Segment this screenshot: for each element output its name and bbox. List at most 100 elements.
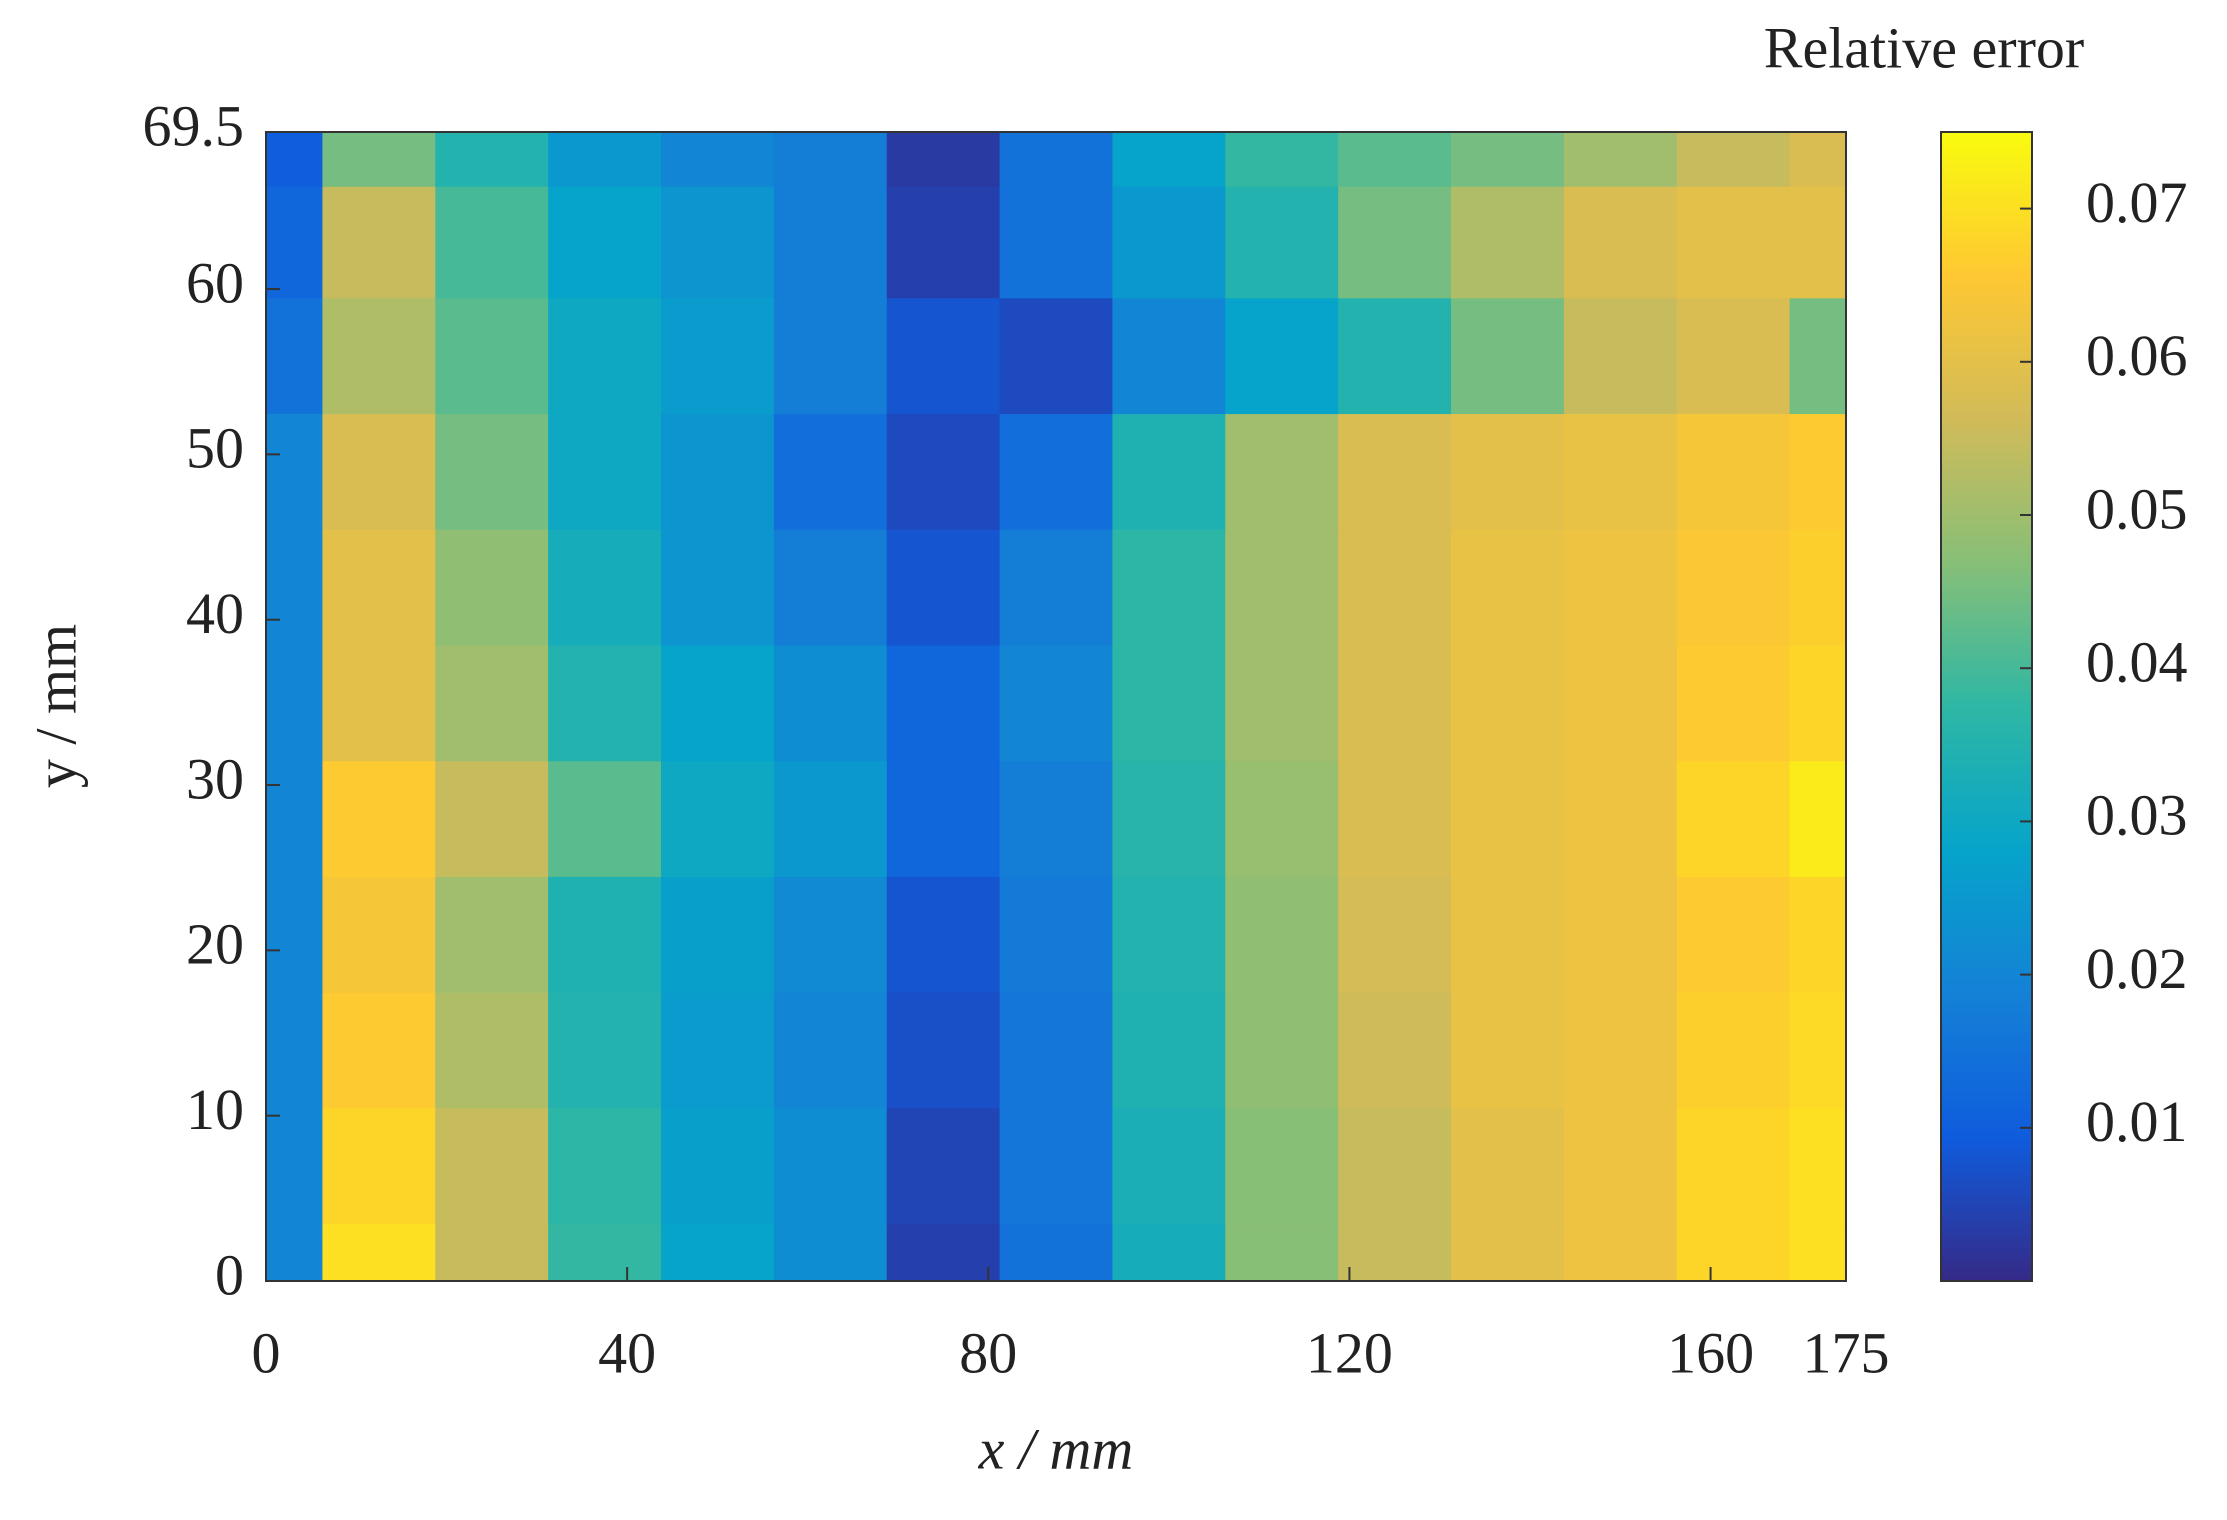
contour-cell bbox=[435, 132, 550, 187]
contour-cell bbox=[1225, 413, 1340, 530]
contour-cell bbox=[1789, 1107, 1846, 1225]
contour-cell bbox=[1563, 185, 1678, 299]
contour-cell bbox=[1451, 132, 1565, 187]
contour-cell bbox=[1451, 991, 1565, 1109]
contour-cell bbox=[773, 528, 888, 646]
contour-cell bbox=[1563, 875, 1678, 993]
contour-cell bbox=[1338, 875, 1452, 993]
contour-cell bbox=[1338, 1107, 1452, 1225]
contour-cell bbox=[999, 132, 1114, 187]
contour-cell bbox=[773, 991, 888, 1109]
plot-frame bbox=[265, 131, 1847, 1282]
contour-cell bbox=[1451, 875, 1565, 993]
y-tick-label: 50 bbox=[186, 416, 244, 481]
colorbar-tick-label: 0.02 bbox=[2086, 936, 2188, 1001]
contour-cell bbox=[886, 1223, 1001, 1281]
contour-cell bbox=[999, 528, 1114, 646]
contour-cell bbox=[266, 185, 324, 299]
contour-cell bbox=[1789, 185, 1846, 299]
contour-cell bbox=[1225, 760, 1340, 877]
contour-cell bbox=[1563, 760, 1678, 877]
contour-cell bbox=[773, 1107, 888, 1225]
contour-cell bbox=[1563, 528, 1678, 646]
contour-cell bbox=[886, 875, 1001, 993]
contour-cell bbox=[322, 297, 437, 415]
contour-cell bbox=[886, 413, 1001, 530]
contour-cell bbox=[773, 297, 888, 415]
x-tick-label: 160 bbox=[1667, 1320, 1754, 1385]
contour-area bbox=[266, 132, 1846, 1281]
contour-cell bbox=[435, 413, 550, 530]
contour-cell bbox=[886, 644, 1001, 762]
contour-cell bbox=[1112, 1223, 1227, 1281]
contour-cell bbox=[661, 297, 775, 415]
contour-cell bbox=[773, 413, 888, 530]
contour-cell bbox=[1676, 644, 1791, 762]
contour-cell bbox=[1338, 297, 1452, 415]
contour-cell bbox=[1112, 1107, 1227, 1225]
contour-cell bbox=[1451, 760, 1565, 877]
contour-cell bbox=[1338, 132, 1452, 187]
contour-cell bbox=[548, 185, 662, 299]
contour-cell bbox=[266, 528, 324, 646]
contour-cell bbox=[322, 760, 437, 877]
contour-cell bbox=[1451, 413, 1565, 530]
contour-cell bbox=[266, 132, 324, 187]
contour-cell bbox=[1789, 528, 1846, 646]
contour-cell bbox=[1789, 991, 1846, 1109]
contour-cell bbox=[1563, 991, 1678, 1109]
contour-cell bbox=[1112, 132, 1227, 187]
contour-cell bbox=[1563, 132, 1678, 187]
contour-cell bbox=[773, 644, 888, 762]
contour-cell bbox=[1112, 413, 1227, 530]
contour-cell bbox=[1789, 644, 1846, 762]
contour-cell bbox=[773, 132, 888, 187]
contour-cell bbox=[435, 875, 550, 993]
contour-cell bbox=[1451, 297, 1565, 415]
contour-cell bbox=[661, 644, 775, 762]
y-axis-label: y / mm bbox=[23, 624, 88, 788]
contour-cell bbox=[322, 413, 437, 530]
contour-cell bbox=[266, 297, 324, 415]
contour-cell bbox=[1112, 644, 1227, 762]
contour-cell bbox=[548, 760, 662, 877]
contour-cell bbox=[548, 875, 662, 993]
contour-cell bbox=[548, 1223, 662, 1281]
contour-cell bbox=[435, 760, 550, 877]
contour-cell bbox=[886, 297, 1001, 415]
x-axis-label: x / mm bbox=[978, 1416, 1134, 1481]
contour-cell bbox=[1451, 1223, 1565, 1281]
y-tick-label: 40 bbox=[186, 581, 244, 646]
contour-cell bbox=[1676, 1223, 1791, 1281]
contour-cell bbox=[266, 413, 324, 530]
contour-cell bbox=[1789, 297, 1846, 415]
contour-cell bbox=[661, 1223, 775, 1281]
contour-cell bbox=[661, 1107, 775, 1225]
contour-cell bbox=[266, 991, 324, 1109]
contour-cell bbox=[1789, 413, 1846, 530]
contour-cell bbox=[322, 1223, 437, 1281]
contour-cell bbox=[1112, 297, 1227, 415]
contour-cell bbox=[1338, 991, 1452, 1109]
contour-cell bbox=[548, 1107, 662, 1225]
y-tick-label: 20 bbox=[186, 912, 244, 977]
contour-cell bbox=[661, 760, 775, 877]
contour-cell bbox=[999, 297, 1114, 415]
contour-cell bbox=[322, 991, 437, 1109]
contour-cell bbox=[1225, 644, 1340, 762]
contour-cell bbox=[322, 132, 437, 187]
contour-cell bbox=[1789, 132, 1846, 187]
contour-cell bbox=[1789, 1223, 1846, 1281]
contour-cell bbox=[322, 528, 437, 646]
contour-cell bbox=[773, 875, 888, 993]
contour-cell bbox=[266, 644, 324, 762]
contour-cell bbox=[1451, 528, 1565, 646]
contour-cell bbox=[886, 991, 1001, 1109]
contour-cell bbox=[266, 875, 324, 993]
colorbar bbox=[1940, 131, 2033, 1282]
contour-cell bbox=[548, 297, 662, 415]
contour-cell bbox=[1112, 875, 1227, 993]
contour-cell bbox=[1563, 1223, 1678, 1281]
x-tick-label: 175 bbox=[1803, 1320, 1890, 1385]
